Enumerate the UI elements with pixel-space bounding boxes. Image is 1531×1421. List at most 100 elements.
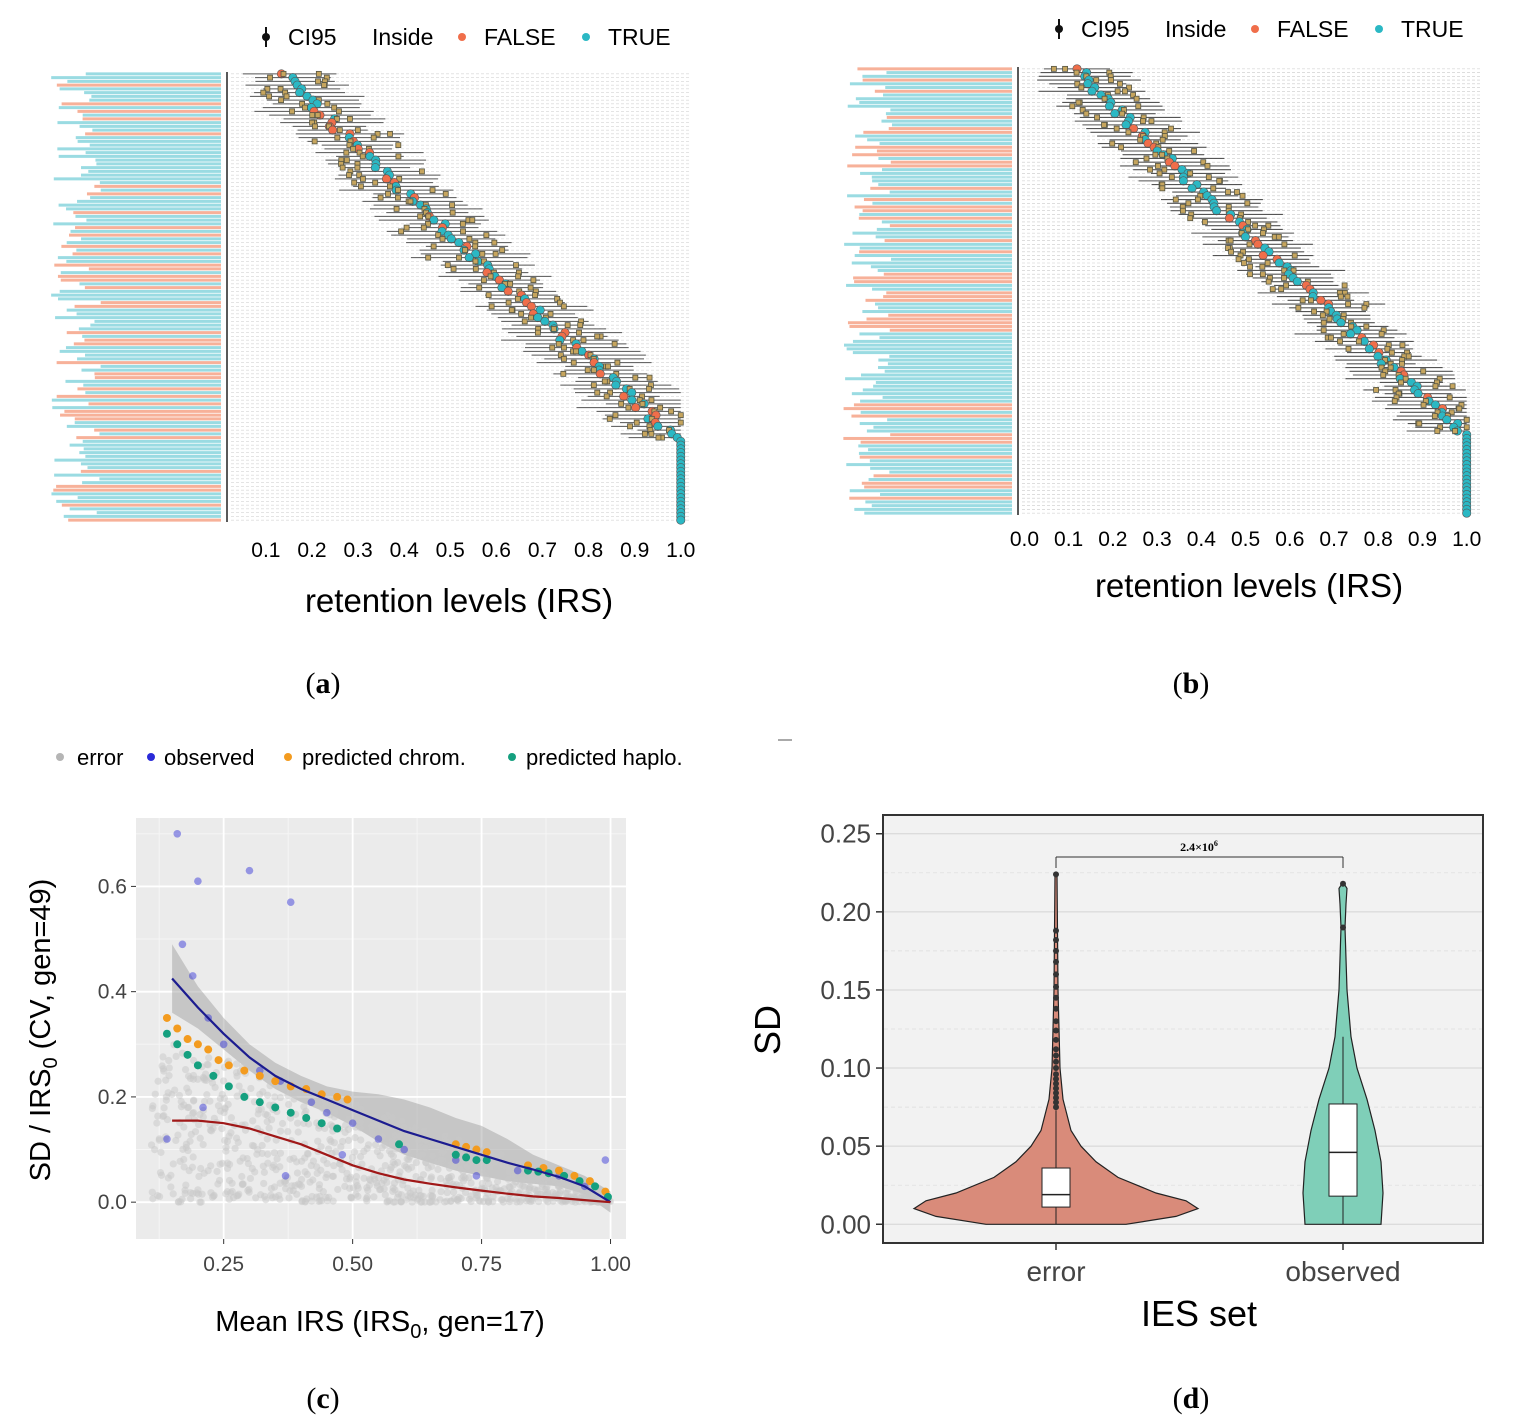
legend-a-true-dot (582, 33, 590, 41)
row-label (884, 239, 1012, 243)
error-point (449, 1188, 458, 1196)
sample-point (1449, 383, 1456, 390)
sample-point (395, 187, 401, 194)
error-point (339, 1137, 347, 1146)
row-label (66, 207, 222, 211)
outlier-error (1053, 1046, 1059, 1053)
error-point (223, 1137, 232, 1145)
row-label (847, 194, 1012, 198)
irs-point (540, 316, 550, 326)
predicted-chrom-point (333, 1092, 342, 1101)
row-label (67, 79, 221, 83)
row-label (57, 147, 222, 151)
sample-point (557, 352, 564, 359)
row-label (69, 507, 221, 511)
sample-point (476, 284, 483, 291)
sample-point (1340, 331, 1347, 337)
row-label (844, 242, 1012, 246)
error-point (159, 1053, 167, 1061)
row-label (854, 507, 1012, 511)
xtick-label: 0.7 (1319, 528, 1348, 551)
error-point (181, 1189, 189, 1197)
error-point (204, 1167, 212, 1175)
sample-point (1094, 114, 1100, 121)
error-point (322, 1109, 330, 1117)
sample-point (607, 389, 613, 396)
error-point (203, 1091, 211, 1099)
xtick-label: 0.1 (251, 539, 280, 562)
outlier-error (1053, 994, 1059, 1001)
error-point (363, 1184, 371, 1192)
row-label (855, 97, 1012, 101)
sample-point (331, 104, 338, 111)
sample-point (549, 344, 556, 351)
row-label (94, 428, 221, 432)
sample-point (1050, 65, 1057, 72)
row-label (68, 518, 221, 522)
row-label (79, 282, 222, 286)
sample-point (1378, 364, 1385, 371)
row-label (99, 432, 221, 436)
ytick-label: 0.2 (98, 1086, 127, 1109)
irs-point (653, 421, 663, 431)
sample-point (601, 378, 608, 385)
row-label (66, 424, 221, 428)
sample-point (336, 108, 342, 115)
row-label (846, 347, 1012, 351)
xtick-label: 0.3 (1143, 528, 1172, 551)
sample-point (603, 393, 610, 400)
sample-point (1446, 394, 1453, 401)
row-label (847, 104, 1012, 108)
predicted-chrom-point (271, 1077, 280, 1086)
error-point (313, 1169, 321, 1177)
sample-point (1299, 297, 1306, 304)
error-point (285, 1194, 293, 1202)
row-label (885, 86, 1012, 90)
sample-point (491, 239, 498, 246)
sample-point (1311, 308, 1317, 315)
sample-point (1291, 252, 1298, 259)
error-point (162, 1096, 170, 1104)
sample-point (387, 130, 393, 137)
observed-point (219, 1040, 228, 1049)
sample-point (354, 164, 361, 171)
sample-point (435, 232, 442, 239)
outlier-observed (1340, 880, 1346, 887)
row-label (54, 473, 222, 477)
row-label (66, 241, 221, 245)
sample-point (472, 258, 479, 265)
row-label (60, 278, 222, 282)
sample-point (449, 202, 456, 209)
row-label (846, 283, 1012, 287)
sample-point (1463, 424, 1470, 431)
predicted-haplo-point (255, 1098, 264, 1107)
error-point (164, 1089, 172, 1097)
error-point (279, 1084, 287, 1092)
series-c (162, 829, 612, 1204)
sample-point (1210, 185, 1217, 192)
sample-point (557, 299, 563, 306)
irs-point (1240, 232, 1250, 242)
row-label (85, 353, 221, 357)
sample-point (1159, 151, 1165, 158)
sample-point (264, 85, 271, 92)
error-point (172, 1136, 180, 1145)
row-label (874, 89, 1012, 93)
error-point (394, 1158, 402, 1167)
observed-point (281, 1172, 290, 1180)
sample-point (1191, 148, 1197, 154)
sample-point (425, 213, 432, 220)
legend-b: CI95 Inside FALSE TRUE (1055, 16, 1464, 42)
sample-point (499, 247, 506, 254)
error-point (428, 1186, 436, 1194)
error-point (404, 1192, 412, 1200)
row-label (99, 181, 221, 185)
panel-c: error observed predicted chrom. predicte… (25, 745, 683, 1415)
sample-point (393, 205, 400, 212)
error-point (236, 1157, 244, 1165)
error-point (273, 1155, 281, 1163)
error-point (248, 1141, 257, 1150)
sample-point (1216, 177, 1223, 184)
sample-point (357, 183, 364, 190)
